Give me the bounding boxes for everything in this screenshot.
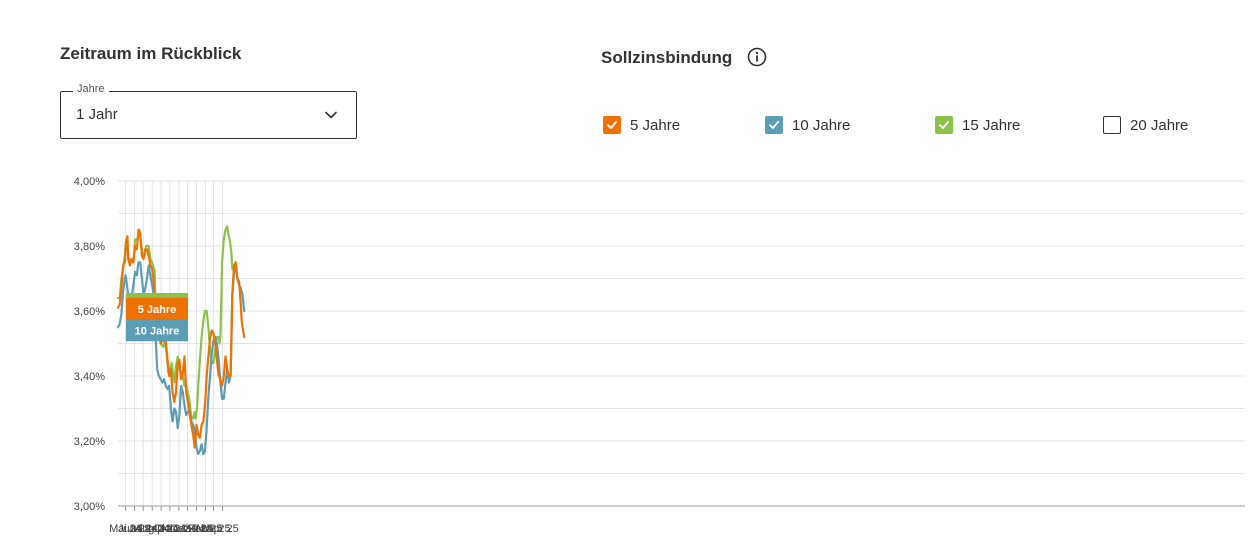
x-tick-label: Mär 25: [196, 523, 230, 535]
x-tick-label: Feb 25: [188, 523, 222, 535]
series-tag: [126, 297, 188, 320]
x-tick-label: Sep 24: [144, 523, 179, 535]
chevron-down-icon: [325, 111, 337, 119]
fixation-option-10[interactable]: 10 Jahre: [765, 115, 850, 135]
y-tick-label: 3,20%: [74, 436, 105, 448]
option-label-5: 5 Jahre: [630, 116, 681, 134]
checkmark-icon: [939, 121, 949, 129]
fixation-option-20[interactable]: 20 Jahre: [1103, 115, 1188, 135]
fixation-option-15[interactable]: 15 Jahre: [935, 115, 1020, 135]
series-tag-label: 5 Jahre: [138, 304, 177, 316]
series-tag: [126, 319, 188, 342]
x-tick-label: Okt 24: [154, 523, 186, 535]
series-line: [116, 261, 246, 456]
option-label-15: 15 Jahre: [962, 116, 1021, 134]
years-select-label: Jahre: [73, 83, 109, 95]
x-tick-label: Dez 24: [170, 523, 205, 535]
x-tick-label: Jun 24: [118, 523, 151, 535]
x-tick-label: Aug 24: [135, 523, 170, 535]
checkbox-15-years[interactable]: [935, 116, 953, 134]
checkbox-10-years[interactable]: [765, 116, 783, 134]
years-select-value: 1 Jahr: [76, 106, 118, 123]
x-tick-label: Mai 24: [109, 523, 142, 535]
checkmark-icon: [769, 121, 779, 129]
period-title: Zeitraum im Rückblick: [60, 44, 242, 63]
y-tick-label: 4,00%: [74, 176, 105, 188]
option-label-20: 20 Jahre: [1130, 116, 1189, 134]
y-tick-label: 3,60%: [74, 306, 105, 318]
y-tick-label: 3,00%: [74, 501, 105, 513]
series-line: [116, 228, 246, 449]
checkbox-5-years[interactable]: [603, 116, 621, 134]
y-tick-label: 3,40%: [74, 371, 105, 383]
x-tick-label: Nov 24: [161, 523, 196, 535]
y-tick-label: 3,80%: [74, 241, 105, 253]
series-tag-15: [126, 293, 188, 301]
checkbox-20-years[interactable]: [1103, 116, 1121, 134]
x-tick-label: Jul 24: [129, 523, 158, 535]
series-tag-label: 10 Jahre: [135, 325, 180, 337]
checkmark-icon: [607, 121, 617, 129]
option-label-10: 10 Jahre: [792, 116, 851, 134]
info-icon[interactable]: [747, 47, 767, 67]
years-select[interactable]: Jahre 1 Jahr: [60, 83, 357, 139]
fixation-option-5[interactable]: 5 Jahre: [603, 115, 680, 135]
fixation-title: Sollzinsbindung: [601, 48, 733, 67]
x-tick-label: Jan 25: [180, 523, 213, 535]
x-tick-label: Apr 25: [206, 523, 238, 535]
